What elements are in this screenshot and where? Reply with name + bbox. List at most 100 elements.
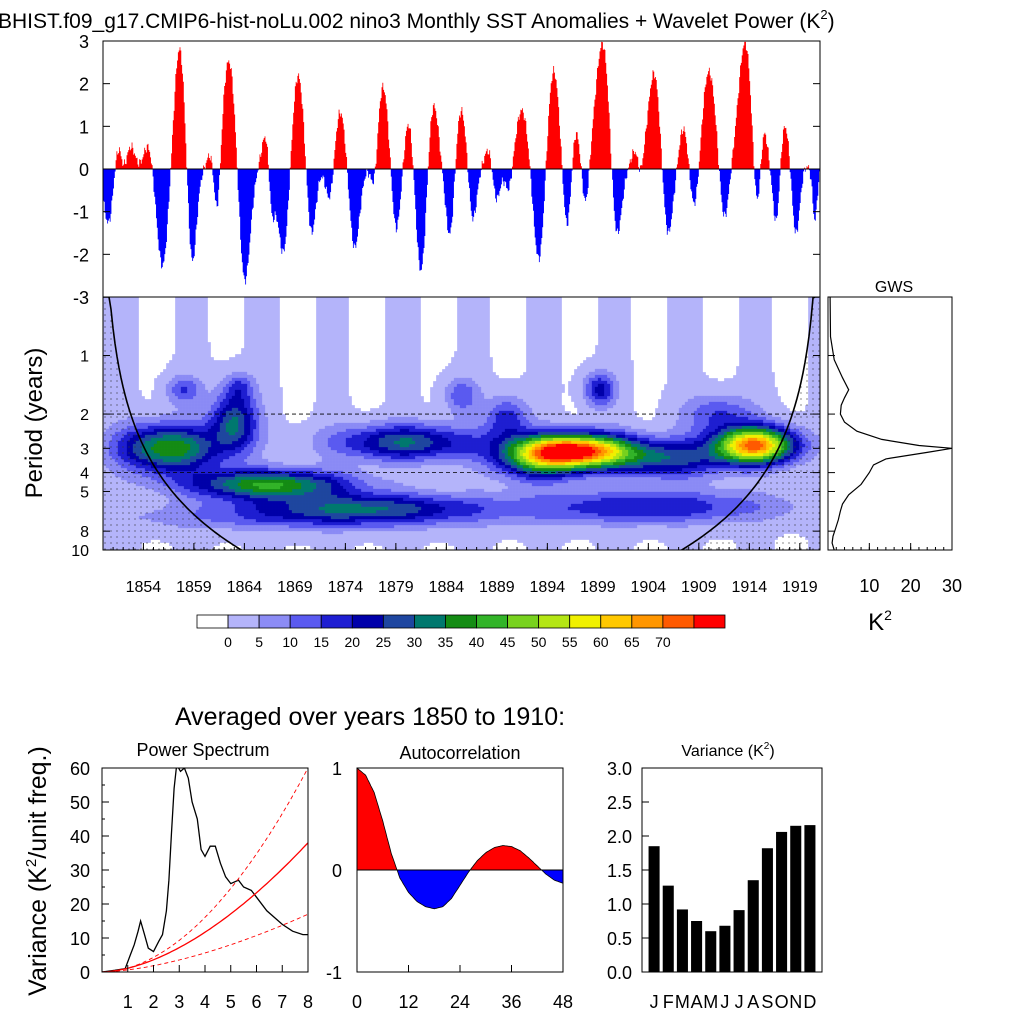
positive-anomaly-bars [115,41,810,169]
gws-x-label: K2 [868,607,892,636]
variance-bar-8 [761,848,773,972]
colorbar-swatch [538,614,571,629]
wavelet-x-tick-label: 1899 [580,579,616,596]
wavelet-y-tick-label: 3 [80,441,89,458]
colorbar-label: 45 [500,634,516,650]
variance-bar-5 [719,925,731,972]
colorbar-swatch [258,614,291,629]
ps-y-tick-label: 10 [70,929,90,949]
ps-x-tick-label: 7 [277,992,287,1012]
variance-x-label: M [675,992,690,1012]
power-spectrum-panel: Power Spectrum 0 10 20 30 40 50 60 1 2 3 4 5 6 7 8 [70,740,313,1012]
variance-bar-3 [691,921,703,972]
main-title-sup: 2 [820,7,827,22]
ps-x-tick-label: 8 [303,992,313,1012]
variance-panel: J F M A M J J A S O N D3.02.52.01.51.00.50.0Varianc… [607,741,823,1012]
autocorr-negative-area [357,870,563,909]
wavelet-x-tick-label: 1859 [176,579,212,596]
sst-y-tick-label: 2 [79,75,89,95]
ps-series-upper-95 [102,768,308,972]
ps-axes-frame [101,767,309,973]
colorbar-label: 15 [313,634,329,650]
autocorr-title: Autocorrelation [399,743,520,763]
colorbar-label: 40 [469,634,485,650]
variance-title-sup: 2 [764,741,770,752]
colorbar-swatch [476,614,508,629]
gws-x-label-text: K [868,609,884,636]
ps-x-tick-label: 1 [123,992,133,1012]
variance-bar-4 [705,931,717,972]
colorbar-label: 60 [593,634,609,650]
variance-title-end: ) [769,743,774,760]
gws-panel: GWS 10 20 30 K2 [827,279,962,636]
autocorr-x-tick-label: 0 [352,992,362,1012]
ps-series-spectrum [102,768,308,972]
colorbar-label: 65 [624,634,640,650]
variance-bar-6 [733,910,745,972]
gws-x-tick-label: 10 [859,576,879,596]
autocorr-y-tick-label: 1 [332,759,342,779]
ps-title: Power Spectrum [136,740,269,760]
colorbar-label: 5 [255,634,263,650]
wavelet-contour-band [138,297,809,550]
wavelet-x-tick-label: 1919 [782,579,818,596]
variance-x-label: A [691,992,703,1012]
sst-y-tick-label: -1 [73,203,89,223]
autocorr-positive-area [357,768,563,870]
sst-y-tick-label: 0 [79,160,89,180]
colorbar-label: 10 [282,634,298,650]
colorbar-label: 50 [531,634,547,650]
ps-y-tick-label: 40 [70,827,90,847]
gws-x-label-sup: 2 [884,607,892,623]
cone-of-influence-shading [103,297,820,550]
variance-x-label: N [789,992,802,1012]
ps-x-tick-label: 2 [148,992,158,1012]
colorbar-label: 35 [438,634,454,650]
autocorr-y-tick-label: 0 [332,861,342,881]
variance-bar-1 [662,885,674,972]
colorbar-swatch [631,614,664,629]
variance-y-tick-label: 1.5 [607,861,632,881]
variance-y-tick-label: 0.5 [607,929,632,949]
autocorr-x-tick-label: 36 [501,992,521,1012]
ps-lines [102,768,308,972]
colorbar-swatch [320,614,353,629]
colorbar-swatch [662,614,695,629]
colorbar-swatch [351,614,384,629]
wavelet-y-tick-label: 1 [80,349,89,366]
variance-x-label: A [747,992,759,1012]
colorbar-label: 70 [655,634,671,650]
variance-y-tick-label: 3.0 [607,759,632,779]
wavelet-y-tick-label: 10 [71,543,89,560]
colorbar-swatch [414,614,446,629]
wavelet-contour-band [540,443,596,460]
wavelet-x-tick-label: 1854 [126,579,162,596]
wavelet-x-tick-label: 1914 [732,579,768,596]
variance-title: Variance (K2) [681,741,774,760]
gws-title: GWS [875,279,913,296]
sst-y-tick-label: 1 [79,117,89,137]
wavelet-axes-frame [102,296,821,551]
autocorr-x-tick-label: 24 [450,992,470,1012]
variance-x-label: D [803,992,816,1012]
main-title-text: BHIST.f09_g17.CMIP6-hist-noLu.002 nino3 … [0,10,820,33]
gws-axes-frame [827,296,953,551]
wavelet-x-tick-label: 1864 [227,579,263,596]
main-title-end: ) [828,10,835,33]
wavelet-y-tick-label: 2 [80,407,89,424]
ps-ylabel-sup: 2 [23,859,40,867]
colorbar-swatch [227,614,260,629]
variance-x-label: J [650,992,659,1012]
colorbar-label: 25 [376,634,392,650]
ps-ylabel-text: Variance (K [24,867,52,996]
variance-bar-7 [747,880,759,972]
colorbar-label: 20 [345,634,361,650]
sst-anomaly-panel: 3 2 1 0 -1 -2 -3 [73,32,821,308]
sst-y-tick-label: 3 [79,32,89,52]
colorbar-swatch [445,614,477,629]
autocorr-x-tick-label: 48 [553,992,573,1012]
negative-anomaly-bars [103,169,820,285]
averaged-title: Averaged over years 1850 to 1910: [175,703,565,731]
autocorrelation-panel: Autocorrelation 1 0 -1 0 12 24 36 48 [326,743,573,1012]
